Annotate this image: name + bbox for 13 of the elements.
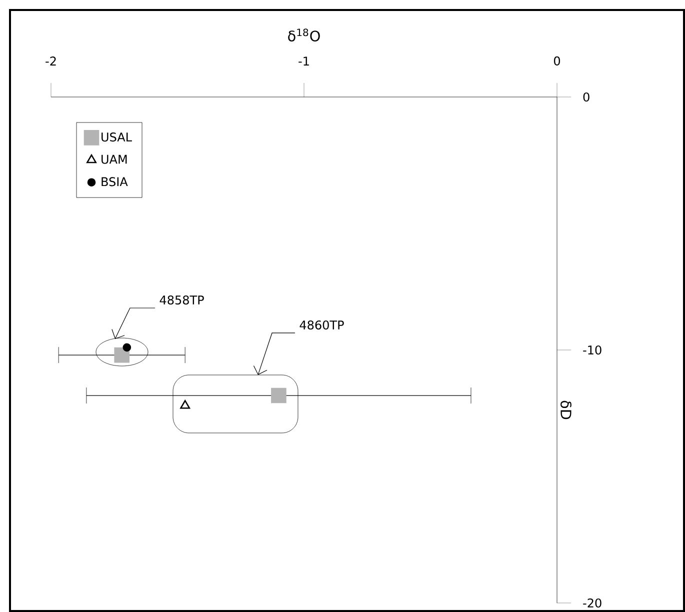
x-tick-label: -2 (46, 56, 56, 66)
legend-label: BSIA (102, 177, 128, 186)
x-tick-label: 0 (554, 56, 560, 66)
x-tick-label: -1 (298, 56, 309, 66)
x-axis-title: δ$^{18}$O (288, 28, 320, 42)
y-axis-title: δD (560, 400, 572, 420)
y-tick-label: -10 (583, 345, 602, 355)
legend-label: UAM (102, 154, 127, 164)
y-tick-label: 0 (583, 92, 590, 102)
annotation: 4858TP (160, 295, 204, 305)
annotation: 4860TP (300, 320, 344, 330)
y-tick-label: -20 (583, 598, 602, 608)
legend-label: USAL (102, 132, 132, 142)
